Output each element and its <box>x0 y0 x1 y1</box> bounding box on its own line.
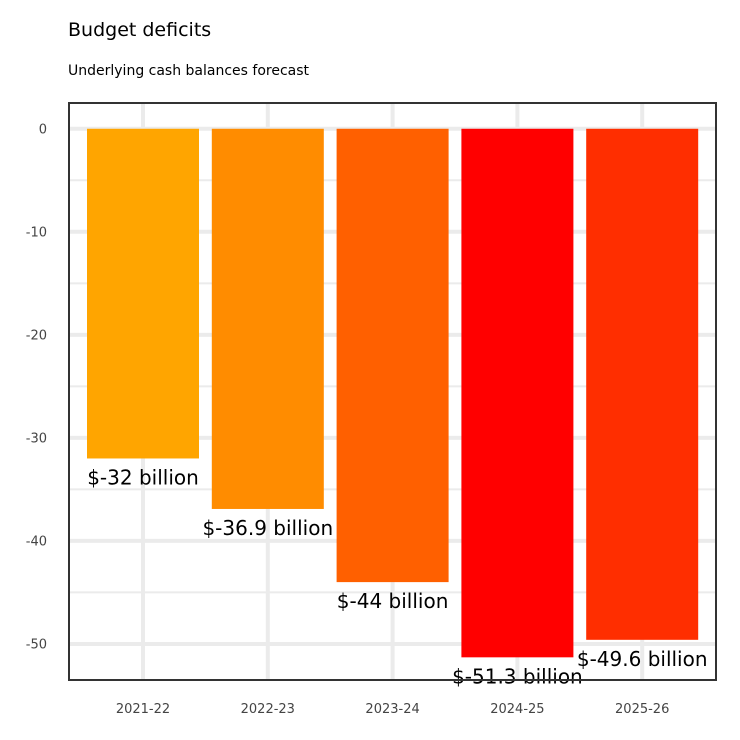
data-label: $-51.3 billion <box>452 664 583 688</box>
y-tick-label: -10 <box>26 225 47 240</box>
x-tick-label: 2025-26 <box>615 702 669 717</box>
y-tick-label: 0 <box>39 122 47 137</box>
data-label: $-32 billion <box>87 465 199 489</box>
x-tick-label: 2022-23 <box>241 702 295 717</box>
y-tick-label: -40 <box>26 534 47 549</box>
chart-subtitle: Underlying cash balances forecast <box>68 63 310 79</box>
bar-2023-24 <box>336 128 449 583</box>
data-label: $-44 billion <box>337 589 449 613</box>
data-labels: $-32 billion $-36.9 billion $-44 billion $-… <box>87 465 707 688</box>
bars <box>87 128 699 658</box>
data-label: $-49.6 billion <box>577 647 708 671</box>
x-axis-tick-labels: 2021-22 2022-23 2023-24 2024-25 2025-26 <box>116 702 670 717</box>
data-label: $-36.9 billion <box>202 516 333 540</box>
x-tick-label: 2021-22 <box>116 702 170 717</box>
x-tick-label: 2024-25 <box>490 702 544 717</box>
bar-2022-23 <box>211 128 324 509</box>
x-tick-label: 2023-24 <box>365 702 419 717</box>
bar-2024-25 <box>461 128 574 658</box>
y-tick-label: -20 <box>26 328 47 343</box>
bar-2025-26 <box>586 128 699 640</box>
y-axis-tick-labels: 0 -10 -20 -30 -40 -50 <box>26 122 47 652</box>
y-tick-label: -50 <box>26 637 47 652</box>
chart-title: Budget deficits <box>68 19 212 41</box>
bar-2021-22 <box>87 128 199 459</box>
panel-border <box>68 102 717 681</box>
y-tick-label: -30 <box>26 431 47 446</box>
